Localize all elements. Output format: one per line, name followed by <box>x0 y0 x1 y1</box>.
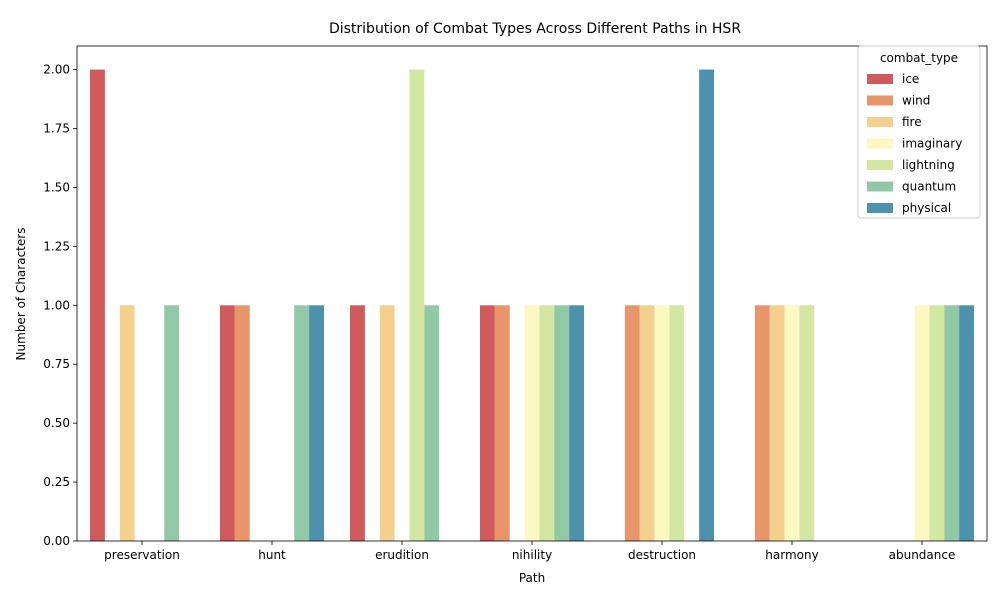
bar-preservation-ice <box>90 69 105 541</box>
y-tick-label: 1.75 <box>43 122 70 136</box>
y-tick-label: 0.25 <box>43 475 70 489</box>
bar-erudition-fire <box>379 305 395 541</box>
legend-label-wind: wind <box>902 94 930 108</box>
legend-label-ice: ice <box>902 72 919 86</box>
bars-layer <box>90 69 974 541</box>
bar-nihility-ice <box>480 305 495 541</box>
legend-label-physical: physical <box>902 201 951 215</box>
bar-nihility-lightning <box>539 305 555 541</box>
bar-abundance-physical <box>959 305 974 541</box>
legend-label-lightning: lightning <box>902 158 955 172</box>
legend-swatch-quantum <box>867 181 893 192</box>
legend-swatch-ice <box>867 74 893 84</box>
bar-harmony-fire <box>769 305 785 541</box>
bar-hunt-ice <box>220 305 235 541</box>
y-axis: 0.00 0.25 0.50 0.75 1.00 1.25 1.50 1.75 2.00 <box>43 63 77 548</box>
bar-nihility-physical <box>569 305 584 541</box>
x-tick-label-destruction: destruction <box>628 548 696 562</box>
legend-label-fire: fire <box>902 115 922 129</box>
legend-swatch-fire <box>867 117 893 127</box>
bar-hunt-quantum <box>294 305 310 541</box>
bar-abundance-lightning <box>929 305 945 541</box>
bar-nihility-quantum <box>554 305 570 541</box>
y-tick-label: 0.00 <box>43 534 70 548</box>
bar-hunt-physical <box>309 305 324 541</box>
y-tick-label: 0.75 <box>43 357 70 371</box>
x-tick-label-abundance: abundance <box>889 548 956 562</box>
bar-abundance-imaginary <box>914 305 930 541</box>
legend-swatch-lightning <box>867 160 893 170</box>
bar-harmony-wind <box>754 305 770 541</box>
plot-frame <box>76 45 988 542</box>
y-tick-label: 2.00 <box>43 63 70 77</box>
legend-frame <box>857 45 981 219</box>
bar-harmony-imaginary <box>784 305 800 541</box>
legend-swatch-imaginary <box>867 138 893 149</box>
legend-swatch-wind <box>867 95 893 106</box>
bar-nihility-imaginary <box>524 305 540 541</box>
bar-destruction-physical <box>699 69 714 541</box>
legend-swatch-physical <box>867 203 893 213</box>
y-tick-label: 0.50 <box>43 416 70 430</box>
bar-erudition-ice <box>350 305 365 541</box>
y-axis-label: Number of Characters <box>14 228 28 361</box>
bar-destruction-fire <box>639 305 655 541</box>
bar-destruction-imaginary <box>654 305 670 541</box>
bar-hunt-wind <box>234 305 250 541</box>
x-tick-label-erudition: erudition <box>375 548 429 562</box>
y-tick-label: 1.50 <box>43 180 70 194</box>
chart-title: Distribution of Combat Types Across Diff… <box>329 21 741 37</box>
bar-erudition-lightning <box>409 69 425 541</box>
legend-items: ice wind fire imaginary lightning quantum phys… <box>867 72 962 215</box>
bar-preservation-quantum <box>164 305 180 541</box>
bar-nihility-wind <box>494 305 510 541</box>
legend-title: combat_type <box>880 51 958 65</box>
y-tick-label: 1.00 <box>43 298 70 312</box>
bar-harmony-lightning <box>799 305 815 541</box>
legend-label-quantum: quantum <box>902 180 956 194</box>
x-axis: preservation hunt erudition nihility destruc… <box>104 541 955 562</box>
x-tick-label-hunt: hunt <box>258 548 286 562</box>
bar-destruction-wind <box>624 305 640 541</box>
x-tick-label-nihility: nihility <box>512 548 552 562</box>
x-tick-label-harmony: harmony <box>765 548 818 562</box>
bar-erudition-quantum <box>424 305 440 541</box>
x-axis-label: Path <box>519 571 545 585</box>
x-tick-label-preservation: preservation <box>104 548 180 562</box>
bar-abundance-quantum <box>944 305 960 541</box>
y-tick-label: 1.25 <box>43 239 70 253</box>
legend-label-imaginary: imaginary <box>902 137 962 151</box>
legend: combat_type ice wind fire imaginary lightnin… <box>857 45 981 219</box>
bar-preservation-fire <box>119 305 135 541</box>
bar-destruction-lightning <box>669 305 685 541</box>
